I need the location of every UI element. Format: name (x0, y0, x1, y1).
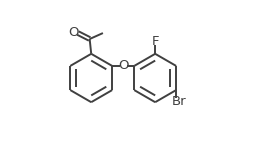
Text: O: O (118, 59, 128, 72)
Text: F: F (151, 35, 159, 48)
Text: O: O (68, 26, 79, 39)
Text: Br: Br (172, 95, 187, 108)
